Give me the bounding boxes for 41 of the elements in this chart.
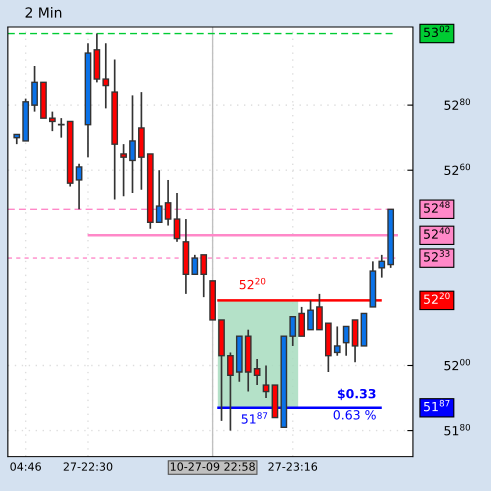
candlestick — [58, 117, 65, 138]
ref-line-label: 52$^{20}$ — [240, 278, 266, 290]
text: 52$^{20}$ — [424, 292, 450, 304]
candlestick — [102, 42, 110, 110]
ref-line-label: 52$^{48}$ — [424, 201, 450, 213]
ref-line-label: 51$^{87}$ — [242, 412, 268, 424]
candlestick — [156, 169, 163, 224]
candlestick — [174, 192, 180, 243]
ref-line-label: 53$^{02}$ — [424, 26, 450, 38]
x-tick-label: 04:46 — [10, 462, 41, 471]
x-tick-label: 27-23:16 — [268, 462, 318, 471]
ref-line-label: 52$^{33}$ — [424, 250, 450, 262]
annotation: 0.63 % — [334, 410, 376, 420]
ref-line-label: 52$^{40}$ — [424, 227, 450, 239]
candlestick — [120, 143, 127, 198]
chart-title: 2 Min — [26, 7, 62, 18]
text: 51$^{87}$ — [424, 400, 450, 412]
x-tick-label: 27-22:30 — [64, 462, 112, 471]
candlestick — [227, 352, 234, 432]
candlestick — [307, 300, 314, 331]
y-tick-label: 52$^{00}$ — [444, 358, 470, 370]
candlestick — [129, 94, 136, 194]
candlestick — [254, 358, 260, 386]
candlestick — [191, 254, 198, 276]
candlestick — [31, 65, 38, 112]
candlestick — [76, 162, 82, 210]
candlestick — [334, 326, 341, 357]
candlestick — [13, 134, 20, 146]
candlestick — [49, 110, 56, 132]
x-tick-label: 10-27-09 22:58 — [170, 462, 255, 471]
y-tick-label: 52$^{80}$ — [444, 98, 470, 110]
candlestick — [298, 306, 306, 338]
candlestick — [164, 179, 172, 226]
y-tick-label: 52$^{60}$ — [444, 164, 470, 176]
annotation: $0.33 — [338, 388, 376, 400]
candlestick — [378, 254, 386, 278]
candlestick — [200, 254, 208, 298]
candlestick — [262, 364, 270, 399]
candlestick — [342, 326, 350, 357]
y-tick-label: 51$^{80}$ — [444, 424, 470, 436]
candlestick — [289, 316, 296, 347]
